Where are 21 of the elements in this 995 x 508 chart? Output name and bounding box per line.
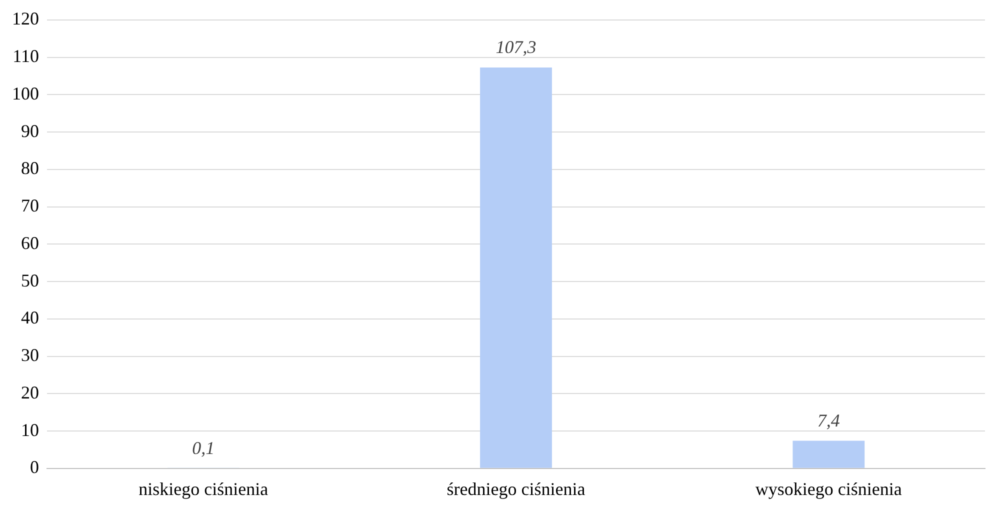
bar (480, 67, 552, 468)
y-tick-label: 90 (21, 120, 39, 141)
data-label: 7,4 (817, 410, 840, 430)
y-tick-label: 30 (21, 345, 39, 366)
y-tick-label: 20 (21, 382, 39, 402)
y-tick-label: 100 (12, 83, 39, 104)
y-tick-label: 120 (12, 8, 39, 29)
y-tick-label: 40 (21, 308, 39, 328)
y-tick-label: 80 (21, 158, 39, 178)
data-label: 0,1 (192, 438, 215, 458)
data-label: 107,3 (496, 37, 536, 58)
x-tick-label: średniego ciśnienia (446, 478, 586, 499)
x-tick-label: wysokiego ciśnienia (755, 478, 902, 499)
x-tick-label: niskiego ciśnienia (138, 478, 268, 499)
bar (792, 440, 865, 468)
y-tick-label: 60 (21, 232, 39, 253)
y-tick-label: 110 (12, 46, 39, 66)
y-tick-label: 50 (21, 270, 39, 290)
y-tick-label: 0 (30, 457, 39, 478)
y-tick-label: 70 (21, 196, 39, 216)
y-tick-label: 10 (21, 420, 39, 440)
